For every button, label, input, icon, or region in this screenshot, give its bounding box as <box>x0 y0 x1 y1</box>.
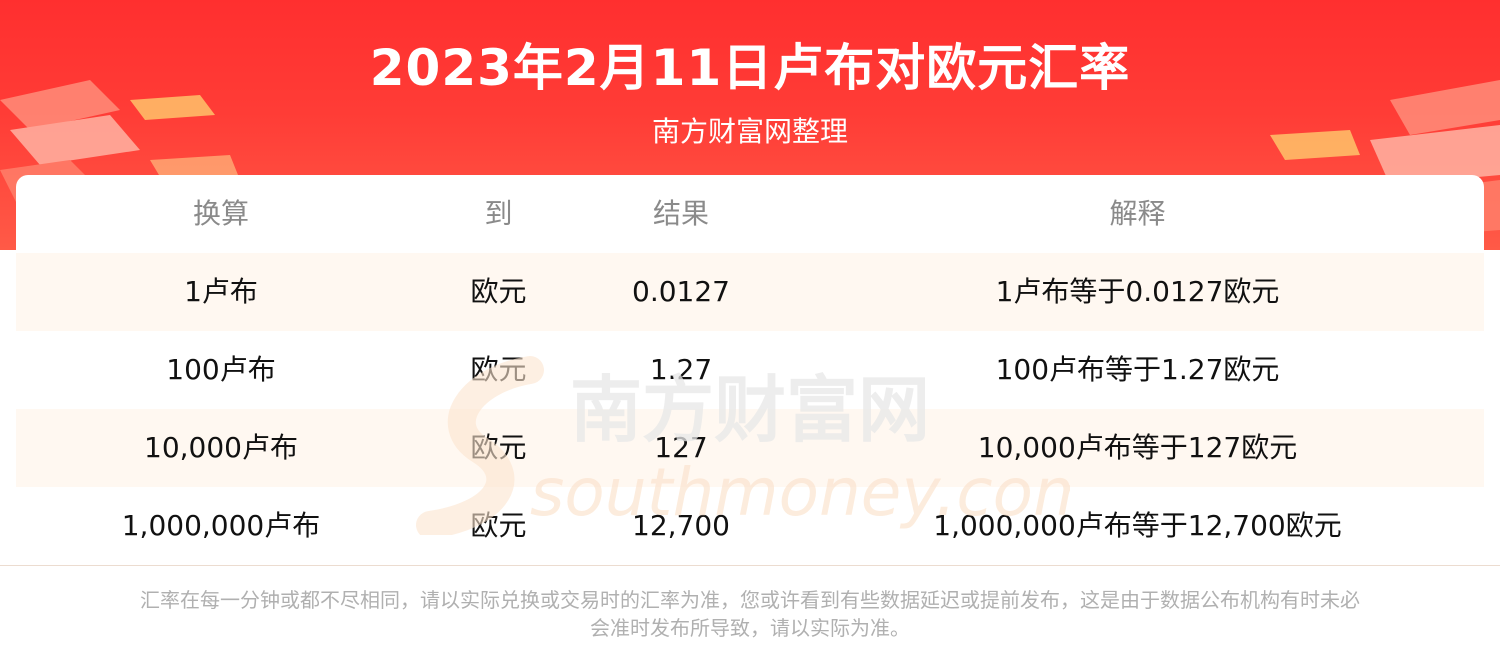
rate-table: 换算 到 结果 解释 1卢布 欧元 0.0127 1卢布等于0.0127欧元 1… <box>16 175 1484 565</box>
table-row: 100卢布 欧元 1.27 100卢布等于1.27欧元 <box>16 331 1484 409</box>
table-row: 10,000卢布 欧元 127 10,000卢布等于127欧元 <box>16 409 1484 487</box>
table-cell: 1.27 <box>649 353 713 386</box>
column-header: 到 <box>484 197 513 230</box>
table-cell: 欧元 <box>470 353 527 386</box>
table-cell: 100卢布等于1.27欧元 <box>995 353 1280 386</box>
table-cell: 100卢布 <box>166 353 276 386</box>
column-header: 解释 <box>1109 197 1166 230</box>
table-cell: 1卢布 <box>184 275 258 308</box>
table-row: 1卢布 欧元 0.0127 1卢布等于0.0127欧元 <box>16 253 1484 331</box>
disclaimer-line: 汇率在每一分钟或都不尽相同，请以实际兑换或交易时的汇率为准，您或许看到有些数据延… <box>140 588 1360 612</box>
table-cell: 10,000卢布等于127欧元 <box>977 431 1298 464</box>
table-row: 1,000,000卢布 欧元 12,700 1,000,000卢布等于12,70… <box>16 487 1484 565</box>
table-cell: 欧元 <box>470 509 527 542</box>
table-cell: 127 <box>654 431 708 464</box>
table-cell: 10,000卢布 <box>144 431 298 464</box>
table-cell: 1,000,000卢布等于12,700欧元 <box>933 509 1342 542</box>
table-cell: 欧元 <box>470 275 527 308</box>
table-cell: 1,000,000卢布 <box>121 509 321 542</box>
table-cell: 欧元 <box>470 431 527 464</box>
disclaimer-line: 会准时发布所导致，请以实际为准。 <box>590 616 910 640</box>
column-header: 换算 <box>192 197 249 230</box>
table-header-row: 换算 到 结果 解释 <box>16 175 1484 253</box>
table-cell: 1卢布等于0.0127欧元 <box>995 275 1280 308</box>
page-subtitle: 南方财富网整理 <box>651 115 848 148</box>
footer-divider <box>0 565 1500 566</box>
column-header: 结果 <box>652 197 709 230</box>
table-cell: 12,700 <box>632 509 730 542</box>
disclaimer-note: 汇率在每一分钟或都不尽相同，请以实际兑换或交易时的汇率为准，您或许看到有些数据延… <box>60 586 1440 642</box>
table-cell: 0.0127 <box>632 275 730 308</box>
page-title: 2023年2月11日卢布对欧元汇率 <box>369 39 1131 97</box>
